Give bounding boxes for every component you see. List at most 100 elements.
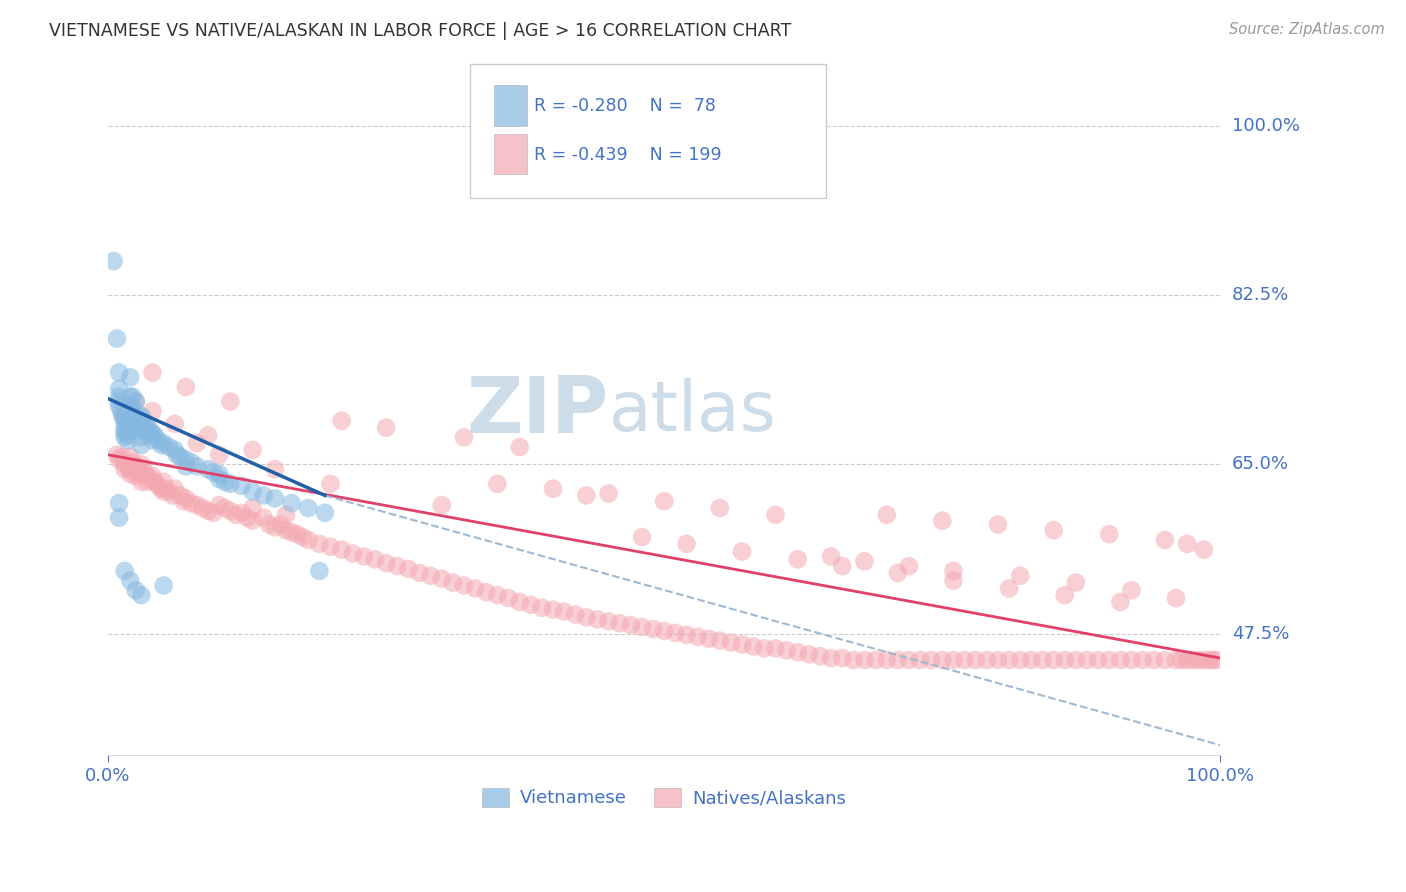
Point: [263, 491, 285, 506]
Point: [831, 559, 853, 574]
Point: [731, 544, 754, 558]
Point: [1170, 653, 1192, 667]
Point: [120, 390, 142, 404]
Point: [1098, 527, 1121, 541]
Point: [139, 472, 162, 486]
Point: [120, 400, 142, 414]
Point: [364, 552, 387, 566]
Point: [214, 475, 236, 489]
Point: [686, 630, 709, 644]
Point: [114, 462, 136, 476]
Point: [121, 456, 143, 470]
Point: [169, 488, 191, 502]
Point: [135, 475, 157, 489]
Point: [1031, 653, 1053, 667]
Point: [742, 640, 765, 654]
Point: [208, 467, 231, 482]
Point: [152, 578, 174, 592]
Point: [208, 472, 231, 486]
Point: [236, 510, 259, 524]
Point: [114, 564, 136, 578]
Point: [898, 653, 921, 667]
Point: [121, 400, 143, 414]
Point: [163, 417, 186, 431]
Point: [709, 501, 731, 516]
Point: [1064, 575, 1087, 590]
Point: [180, 496, 202, 510]
Point: [297, 501, 319, 516]
Point: [125, 394, 148, 409]
Point: [108, 400, 131, 414]
Point: [110, 450, 132, 464]
Point: [157, 484, 180, 499]
Point: [219, 394, 242, 409]
Point: [342, 547, 364, 561]
Point: [120, 450, 142, 464]
Point: [132, 414, 155, 428]
Point: [553, 605, 575, 619]
Point: [280, 525, 302, 540]
Point: [117, 434, 139, 448]
Point: [120, 574, 142, 588]
FancyBboxPatch shape: [494, 85, 527, 126]
Point: [797, 647, 820, 661]
Point: [108, 390, 131, 404]
Point: [1192, 542, 1215, 557]
Point: [887, 566, 910, 580]
Point: [297, 533, 319, 547]
Text: 100.0%: 100.0%: [1232, 117, 1299, 135]
Point: [564, 607, 586, 622]
Point: [408, 566, 430, 580]
Point: [643, 622, 665, 636]
Point: [111, 409, 134, 423]
Point: [108, 510, 131, 524]
Point: [150, 482, 173, 496]
Point: [375, 556, 398, 570]
Point: [430, 498, 453, 512]
Point: [114, 424, 136, 438]
Text: R = -0.280    N =  78: R = -0.280 N = 78: [534, 97, 716, 115]
Point: [697, 632, 720, 646]
Point: [319, 540, 342, 554]
Point: [486, 476, 509, 491]
Point: [976, 653, 998, 667]
Point: [631, 620, 654, 634]
Point: [1198, 653, 1220, 667]
Point: [121, 404, 143, 418]
Point: [108, 394, 131, 409]
Point: [731, 638, 754, 652]
Point: [120, 424, 142, 438]
Point: [120, 370, 142, 384]
Point: [609, 616, 631, 631]
Point: [128, 462, 150, 476]
Point: [231, 506, 253, 520]
Point: [120, 404, 142, 418]
Point: [155, 482, 177, 496]
Point: [128, 417, 150, 431]
Point: [135, 418, 157, 433]
Point: [586, 612, 609, 626]
Point: [114, 430, 136, 444]
Point: [486, 588, 509, 602]
Point: [942, 564, 965, 578]
Text: Source: ZipAtlas.com: Source: ZipAtlas.com: [1229, 22, 1385, 37]
Point: [125, 420, 148, 434]
Point: [131, 458, 153, 472]
Point: [141, 426, 163, 441]
Point: [253, 488, 276, 502]
Point: [453, 430, 475, 444]
Point: [208, 498, 231, 512]
Text: atlas: atlas: [609, 377, 776, 445]
Point: [530, 600, 553, 615]
Point: [1021, 653, 1043, 667]
Point: [853, 554, 876, 568]
Point: [125, 583, 148, 598]
Point: [652, 624, 675, 638]
Point: [163, 442, 186, 457]
Point: [498, 591, 520, 605]
Point: [131, 409, 153, 423]
Point: [173, 494, 195, 508]
Point: [820, 549, 842, 564]
Point: [141, 366, 163, 380]
Legend: Vietnamese, Natives/Alaskans: Vietnamese, Natives/Alaskans: [475, 780, 853, 814]
